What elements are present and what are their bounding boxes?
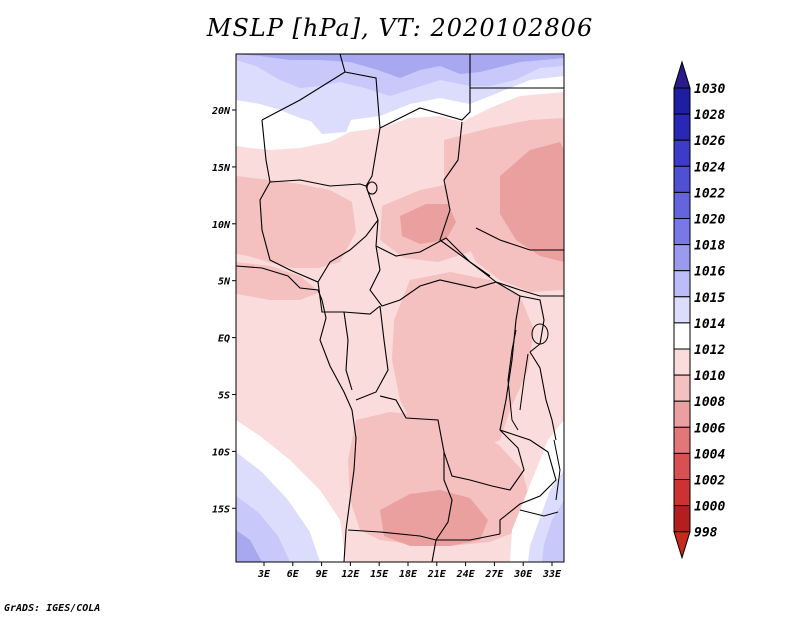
colorbar-segment (673, 322, 691, 350)
colorbar-segment (673, 479, 691, 507)
colorbar-segment (673, 374, 691, 402)
colorbar-label: 1030 (694, 82, 725, 97)
colorbar-label: 1022 (694, 186, 725, 201)
lake-tanganyika (507, 329, 519, 431)
lat-tick-label: EQ (218, 334, 230, 345)
pressure-field (236, 54, 564, 562)
colorbar-segment (673, 426, 691, 454)
colorbar-segment (673, 505, 691, 533)
border-tanzania (529, 351, 557, 441)
lon-tick-label: 12E (341, 569, 360, 580)
field-south-1018 (236, 530, 262, 562)
lat-tick-label: 5N (218, 277, 231, 288)
colorbar-bottom-arrow (673, 531, 691, 560)
lon-tick-label: 33E (542, 569, 562, 580)
border-mali-niger (259, 119, 271, 231)
colorbar-top-arrow (673, 60, 691, 89)
colorbar-label: 1016 (694, 265, 725, 280)
field-north-pocket-1015 (310, 112, 352, 134)
lon-tick-label: 3E (257, 569, 271, 580)
colorbar-label: 1026 (694, 134, 725, 149)
colorbar-label: 1018 (694, 239, 725, 254)
colorbar-label: 1014 (694, 317, 725, 332)
lon-tick-label: 9E (316, 569, 329, 580)
colorbar-segment (673, 218, 691, 246)
plot-frame (235, 53, 565, 563)
lon-tick-label: 27E (484, 569, 504, 580)
lat-tick-label: 15S (212, 504, 230, 515)
field-1010-gulf (236, 262, 320, 300)
lake-chad (366, 181, 378, 195)
lon-tick-label: 21E (427, 569, 447, 580)
lat-tick-label: 10S (212, 447, 230, 458)
lat-tick-label: 20N (211, 106, 231, 117)
colorbar-label: 1024 (694, 160, 725, 175)
lon-tick-label: 24E (456, 569, 476, 580)
lon-tick-label: 18E (399, 569, 418, 580)
border-car (369, 237, 498, 307)
lake-victoria (531, 323, 549, 345)
field-southeast-1016 (542, 500, 564, 562)
lon-tick-label: 15E (370, 569, 389, 580)
colorbar-segment (673, 87, 691, 115)
colorbar-label: 1006 (694, 421, 725, 436)
colorbar-label: 1010 (694, 369, 725, 384)
grads-credit: GrADS: IGES/COLA (4, 603, 101, 614)
border-southsudan-south (495, 281, 564, 297)
colorbar-segment (673, 139, 691, 167)
field-north-1018 (236, 54, 564, 78)
colorbar-label: 1002 (694, 474, 725, 489)
colorbar-label: 1008 (694, 395, 725, 410)
colorbar-segment (673, 400, 691, 428)
border-uganda-kenya (519, 295, 545, 353)
border-congo-drc (355, 305, 389, 401)
border-zambia-east (499, 429, 557, 534)
border-libya-chad-sudan (379, 54, 471, 129)
longitude-axis: 3E 6E 9E 12E 15E 18E 21E 24E 27E 30E 33E (257, 562, 562, 580)
colorbar-segment (673, 296, 691, 324)
chart-title: MSLP [hPa], VT: 2020102806 (206, 14, 594, 42)
field-1008-sudan (500, 142, 564, 262)
colorbar-segment (673, 452, 691, 480)
lake-kivu (519, 353, 529, 411)
border-congo-gabon (343, 311, 353, 391)
border-libya-niger (344, 71, 381, 129)
border-libya-algeria (261, 54, 346, 121)
lat-tick-label: 15N (212, 163, 231, 174)
lat-tick-label: 5S (218, 391, 230, 402)
colorbar-label: 1012 (694, 343, 725, 358)
lake-kariba (519, 509, 559, 517)
colorbar-label: 1028 (694, 108, 725, 123)
border-niger-nigeria (269, 179, 367, 187)
colorbar-label: 1015 (694, 291, 725, 306)
border-nigeria (261, 219, 379, 283)
colorbar-segment (673, 113, 691, 141)
coastline-west (236, 265, 357, 562)
colorbar-segment (673, 191, 691, 219)
colorbar-segment (673, 244, 691, 272)
colorbar-label: 1000 (694, 500, 725, 515)
country-borders (236, 54, 564, 562)
lon-tick-label: 6E (287, 569, 300, 580)
border-sudan-southsudan (475, 227, 564, 251)
lon-tick-label: 30E (513, 569, 533, 580)
border-angola-namibia (347, 529, 501, 541)
colorbar-segment (673, 348, 691, 376)
latitude-axis: 20N 15N 10N 5N EQ 5S 10S 15S (211, 106, 236, 515)
field-1010-congo (392, 272, 534, 452)
colorbar-segment (673, 270, 691, 298)
lakes (366, 181, 561, 517)
border-namibia-botswana (431, 539, 437, 562)
colorbar-label: 1004 (694, 447, 725, 462)
colorbar-label: 1020 (694, 213, 725, 228)
colorbar: 1030 1028 1026 1024 1022 1020 1018 1016 1015 1014… (673, 60, 725, 560)
field-1008-angola (380, 490, 488, 546)
border-drc-east (379, 281, 525, 491)
lat-tick-label: 10N (212, 220, 231, 231)
border-angola-zambia (435, 452, 453, 541)
colorbar-label: 998 (694, 526, 718, 541)
colorbar-segment (673, 165, 691, 193)
lake-malawi (553, 439, 561, 501)
